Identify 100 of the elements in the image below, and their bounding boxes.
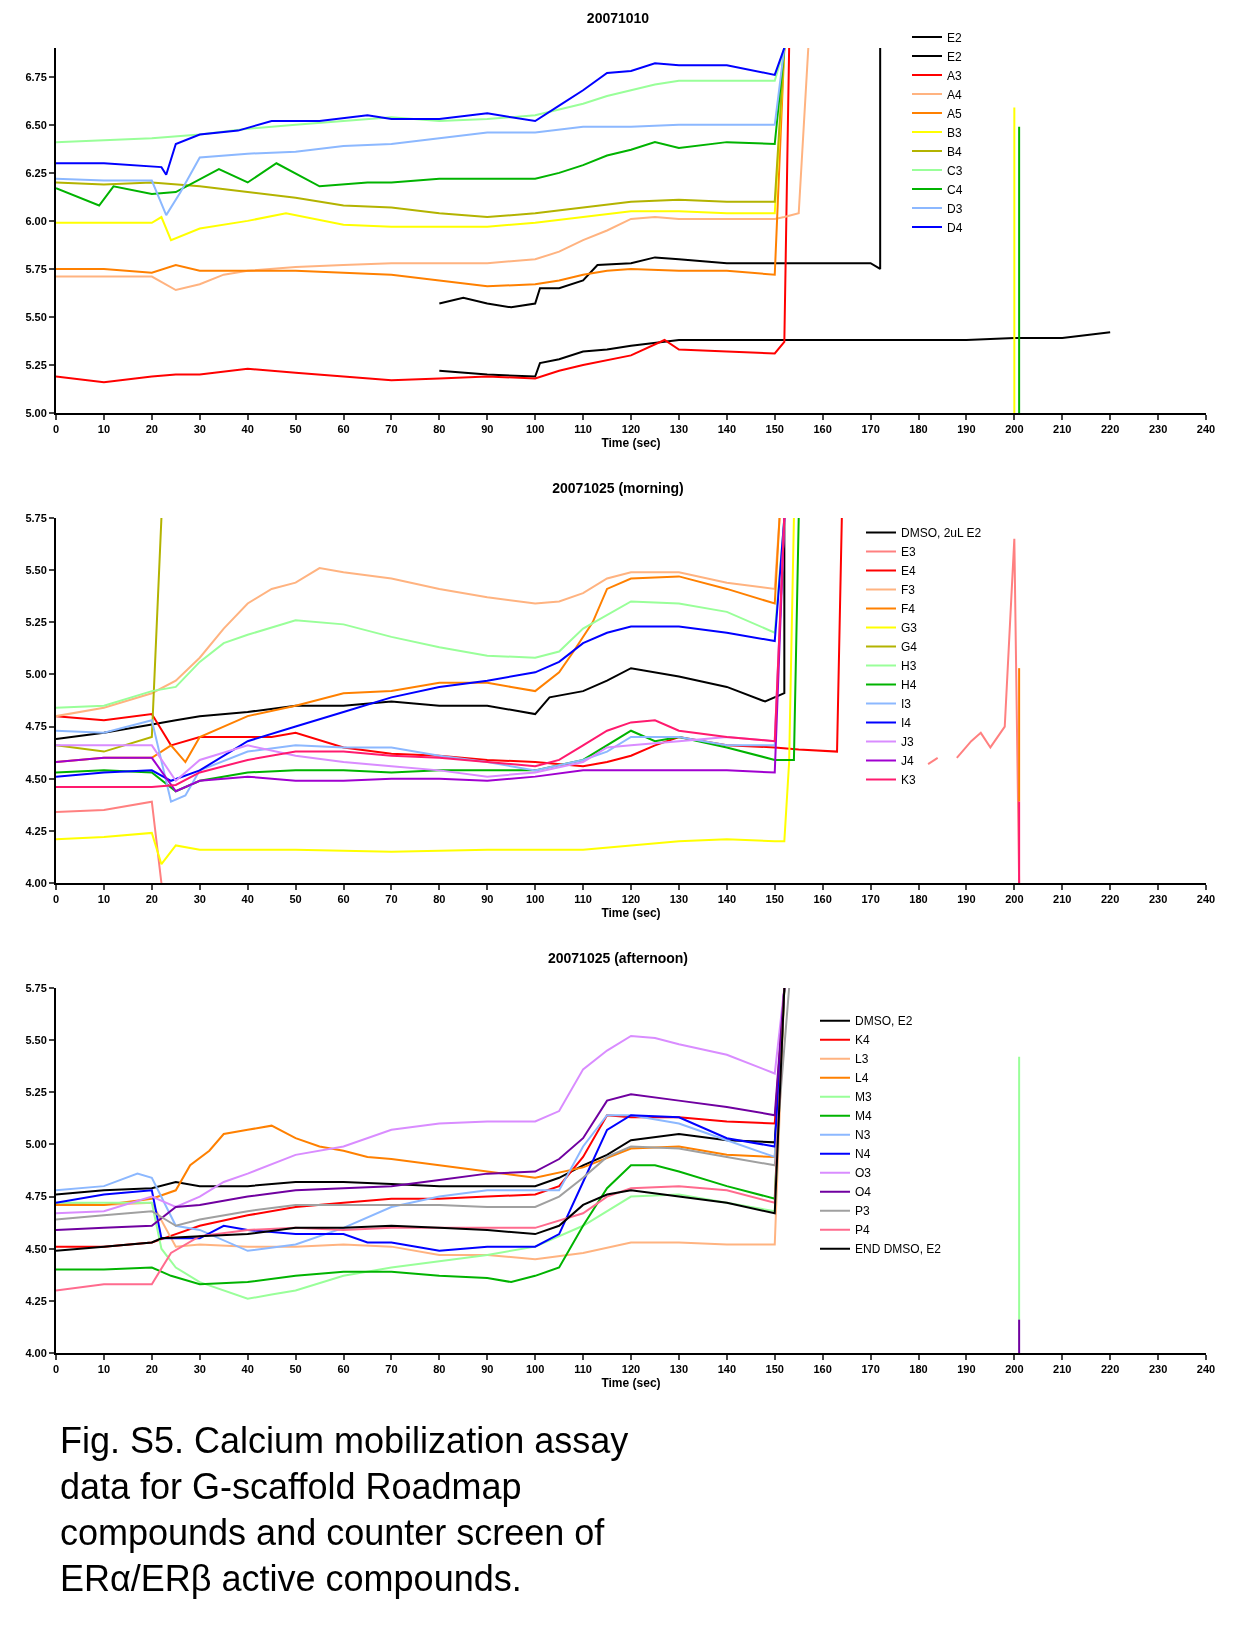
- chart-title: 20071010: [586, 9, 650, 26]
- x-tick-label: 160: [813, 893, 832, 906]
- x-tick-label: 120: [621, 423, 641, 436]
- legend-label: A5: [947, 106, 962, 121]
- y-tick-label: 4.75: [25, 720, 47, 733]
- y-tick-label: 5.50: [25, 310, 47, 323]
- x-tick-label: 200: [1005, 423, 1024, 436]
- x-tick-label: 60: [337, 423, 350, 436]
- y-tick-label: 5.00: [25, 406, 47, 419]
- x-tick-label: 100: [525, 1363, 545, 1376]
- legend-label: P3: [855, 1204, 870, 1219]
- x-tick-label: 60: [337, 1363, 350, 1376]
- x-tick-label: 240: [1196, 893, 1216, 906]
- x-tick-label: 30: [193, 423, 206, 436]
- x-tick-label: 70: [385, 893, 398, 906]
- x-tick-label: 40: [241, 423, 254, 436]
- y-tick-label: 5.00: [25, 1138, 47, 1151]
- legend-label: B4: [947, 144, 962, 159]
- x-tick-label: 80: [433, 893, 446, 906]
- x-tick-label: 30: [193, 893, 206, 906]
- x-tick-label: 80: [433, 423, 446, 436]
- legend-label: M4: [855, 1109, 872, 1124]
- x-tick-label: 220: [1100, 423, 1120, 436]
- x-tick-label: 170: [861, 1363, 880, 1376]
- x-tick-label: 40: [241, 893, 254, 906]
- x-tick-label: 100: [525, 423, 545, 436]
- legend-label: L4: [855, 1071, 869, 1086]
- x-tick-label: 190: [957, 423, 976, 436]
- x-tick-label: 120: [621, 893, 641, 906]
- x-axis-title: Time (sec): [601, 435, 661, 450]
- x-tick-label: 190: [957, 893, 976, 906]
- y-tick-label: 6.75: [25, 70, 47, 83]
- x-tick-label: 240: [1196, 1363, 1216, 1376]
- legend-label: K3: [901, 773, 916, 788]
- legend-label: J3: [901, 735, 914, 750]
- x-tick-label: 200: [1005, 893, 1024, 906]
- y-tick-label: 5.25: [25, 358, 47, 371]
- x-tick-label: 230: [1148, 1363, 1168, 1376]
- x-tick-label: 190: [957, 1363, 976, 1376]
- legend-label: J4: [901, 754, 914, 769]
- x-tick-label: 120: [621, 1363, 641, 1376]
- x-tick-label: 180: [909, 893, 928, 906]
- y-tick-label: 5.25: [25, 1086, 47, 1099]
- y-tick-label: 6.00: [25, 214, 47, 227]
- x-tick-label: 210: [1053, 423, 1072, 436]
- legend-label: G3: [901, 621, 918, 636]
- y-tick-label: 5.75: [25, 262, 47, 275]
- x-tick-label: 130: [669, 423, 689, 436]
- y-tick-label: 4.25: [25, 824, 47, 837]
- x-tick-label: 210: [1053, 893, 1072, 906]
- y-tick-label: 5.50: [25, 1033, 47, 1046]
- x-tick-label: 60: [337, 893, 350, 906]
- legend-label: O4: [855, 1185, 872, 1200]
- legend-label: E4: [901, 564, 916, 579]
- y-tick-label: 4.50: [25, 772, 47, 785]
- x-tick-label: 180: [909, 1363, 928, 1376]
- x-tick-label: 50: [289, 423, 302, 436]
- y-tick-label: 4.75: [25, 1190, 47, 1203]
- x-tick-label: 0: [52, 423, 60, 436]
- legend-label: DMSO, E2: [855, 1014, 913, 1029]
- x-tick-label: 150: [765, 423, 784, 436]
- legend-label: DMSO, 2uL E2: [901, 526, 982, 541]
- x-tick-label: 20: [145, 1363, 158, 1376]
- x-tick-label: 130: [669, 1363, 689, 1376]
- x-tick-label: 150: [765, 893, 784, 906]
- x-tick-label: 70: [385, 1363, 398, 1376]
- legend-label: B3: [947, 125, 962, 140]
- y-tick-label: 5.75: [25, 981, 47, 994]
- legend-label: N4: [855, 1147, 871, 1162]
- x-tick-label: 30: [193, 1363, 206, 1376]
- x-tick-label: 220: [1100, 893, 1120, 906]
- x-tick-label: 140: [717, 1363, 737, 1376]
- legend-label: P4: [855, 1223, 870, 1238]
- x-tick-label: 240: [1196, 423, 1216, 436]
- x-tick-label: 130: [669, 893, 689, 906]
- x-tick-label: 80: [433, 1363, 446, 1376]
- x-tick-label: 20: [145, 893, 158, 906]
- legend-label: I4: [901, 716, 912, 731]
- x-tick-label: 70: [385, 423, 398, 436]
- chart-title: 20071025 (morning): [552, 479, 684, 496]
- legend-label: L3: [855, 1052, 869, 1067]
- x-tick-label: 90: [481, 423, 494, 436]
- legend-label: H4: [901, 678, 917, 693]
- x-tick-label: 150: [765, 1363, 784, 1376]
- x-tick-label: 20: [145, 423, 158, 436]
- y-tick-label: 6.25: [25, 166, 47, 179]
- x-tick-label: 200: [1005, 1363, 1024, 1376]
- legend-label: F4: [901, 602, 916, 617]
- x-tick-label: 100: [525, 893, 545, 906]
- x-tick-label: 50: [289, 893, 302, 906]
- x-tick-label: 90: [481, 893, 494, 906]
- x-tick-label: 10: [97, 423, 111, 436]
- y-tick-label: 4.00: [25, 1346, 47, 1359]
- y-tick-label: 5.75: [25, 511, 47, 524]
- y-tick-label: 5.00: [25, 668, 47, 681]
- x-tick-label: 230: [1148, 893, 1168, 906]
- x-axis-title: Time (sec): [601, 1375, 661, 1390]
- y-tick-label: 4.00: [25, 876, 47, 889]
- legend-label: I3: [901, 697, 912, 712]
- legend-label: E3: [901, 545, 916, 560]
